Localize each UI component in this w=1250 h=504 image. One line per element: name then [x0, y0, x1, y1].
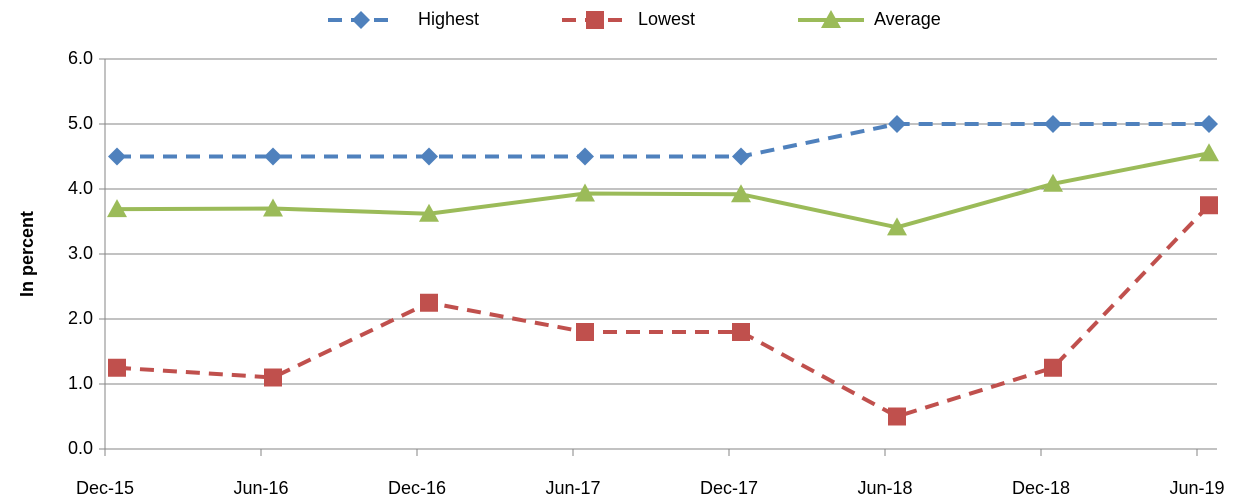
data-point	[264, 147, 282, 166]
series-line	[117, 122, 1209, 159]
legend-label: Highest	[418, 9, 479, 29]
legend-marker	[821, 10, 841, 28]
data-point	[1200, 196, 1218, 215]
data-point	[420, 293, 438, 312]
x-tick-label: Dec-18	[1012, 478, 1070, 498]
data-point	[108, 358, 126, 377]
legend-label: Average	[874, 9, 941, 29]
series-line	[116, 151, 1210, 230]
data-point	[264, 368, 282, 387]
x-tick-label: Jun-17	[545, 478, 600, 498]
data-point	[575, 183, 595, 202]
data-point	[420, 147, 438, 166]
data-point	[732, 323, 750, 341]
data-point	[888, 115, 906, 133]
data-point	[419, 203, 439, 222]
data-point	[888, 407, 906, 426]
y-tick-label: 2.0	[68, 308, 93, 328]
y-tick-label: 4.0	[68, 178, 93, 198]
y-axis-label: In percent	[17, 211, 37, 297]
data-point	[576, 147, 594, 166]
legend-marker	[586, 11, 604, 29]
data-point	[887, 217, 907, 236]
y-tick-label: 0.0	[68, 438, 93, 458]
data-point	[1043, 173, 1063, 192]
x-tick-label: Jun-19	[1169, 478, 1224, 498]
data-point	[108, 147, 126, 166]
x-tick-label: Dec-17	[700, 478, 758, 498]
x-tick-label: Jun-16	[233, 478, 288, 498]
data-point	[731, 184, 751, 203]
data-point	[107, 199, 127, 218]
legend-marker	[352, 11, 370, 29]
data-point	[1199, 143, 1219, 162]
data-point	[263, 198, 283, 217]
y-tick-label: 6.0	[68, 48, 93, 68]
x-tick-label: Dec-16	[388, 478, 446, 498]
data-point	[1200, 115, 1218, 133]
data-point	[576, 323, 594, 341]
x-tick-label: Jun-18	[857, 478, 912, 498]
series-line	[116, 203, 1211, 419]
y-tick-label: 5.0	[68, 113, 93, 133]
legend-label: Lowest	[638, 9, 695, 29]
data-point	[732, 147, 750, 166]
x-tick-label: Dec-15	[76, 478, 134, 498]
y-tick-label: 1.0	[68, 373, 93, 393]
data-point	[1044, 358, 1062, 377]
data-point	[1044, 115, 1062, 133]
y-tick-label: 3.0	[68, 243, 93, 263]
